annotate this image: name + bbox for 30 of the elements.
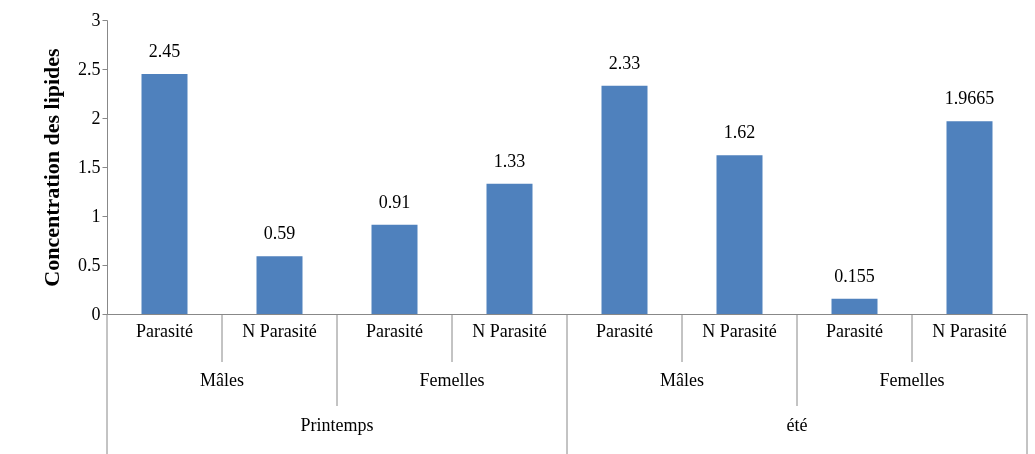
text: Femelles: [879, 370, 945, 390]
y-tick-label: 2.5: [78, 58, 101, 79]
x-tick-label: Parasité: [596, 320, 653, 341]
y-tick-label: 1.5: [78, 156, 101, 177]
y-tick-label: 2: [91, 107, 101, 128]
data-label: 1.9665: [944, 88, 995, 109]
data-label: 2.33: [608, 52, 641, 73]
text: Mâles: [660, 370, 704, 390]
data-label: 1.62: [723, 122, 756, 143]
data-label: 0.91: [378, 191, 411, 212]
y-axis-title: Concentration des lipides: [39, 47, 64, 287]
text: Mâles: [200, 370, 244, 390]
data-label: 0.155: [834, 265, 875, 286]
x-tick-label: N Parasité: [472, 320, 547, 341]
y-tick-label: 0.5: [78, 254, 101, 275]
x-tick-label: Parasité: [826, 320, 883, 341]
text: Femelles: [419, 370, 485, 390]
x-tick-label: N Parasité: [702, 320, 777, 341]
data-label: 2.45: [148, 40, 181, 61]
data-label: 0.59: [263, 223, 296, 244]
y-tick-label: 0: [91, 303, 101, 324]
text: été: [786, 415, 808, 435]
x-tick-label: N Parasité: [242, 320, 317, 341]
x-tick-label: N Parasité: [932, 320, 1007, 341]
text: Printemps: [300, 415, 374, 435]
x-tick-label: Parasité: [366, 320, 423, 341]
data-label: 1.33: [493, 150, 526, 171]
y-tick-label: 1: [91, 205, 101, 226]
y-tick-label: 3: [91, 9, 101, 30]
x-tick-label: Parasité: [136, 320, 193, 341]
